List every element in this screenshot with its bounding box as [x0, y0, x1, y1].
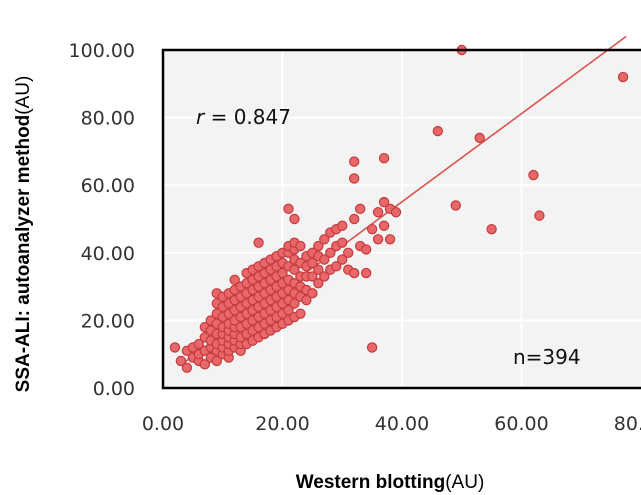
data-point-148	[307, 257, 318, 269]
data-point-163	[337, 254, 348, 265]
data-point-178	[372, 207, 384, 218]
y-tick-labels: 0.00 20.00 40.00 60.00 80.00 100.00	[69, 40, 135, 400]
data-point-187	[450, 200, 461, 211]
y-axis-title-unit: (AU)	[13, 76, 34, 115]
data-point-8	[193, 338, 205, 350]
x-tick-label-3: 60.00	[494, 413, 548, 435]
y-tick-label-3: 60.00	[81, 175, 135, 197]
r-symbol: r	[196, 105, 206, 129]
data-point-135	[295, 308, 306, 319]
data-point-190	[486, 223, 497, 235]
data-point-182	[378, 152, 390, 164]
data-point-134	[289, 213, 300, 225]
data-point-114	[277, 267, 288, 279]
data-point-165	[337, 220, 348, 231]
data-point-179	[372, 234, 384, 245]
data-point-140	[295, 240, 306, 252]
data-point-127	[289, 298, 300, 309]
y-tick-label-5: 100.00	[69, 40, 135, 62]
data-point-2	[181, 362, 193, 373]
x-tick-label-0: 0.00	[142, 413, 184, 435]
data-point-189	[474, 132, 485, 144]
data-point-193	[617, 71, 629, 83]
data-point-130	[289, 264, 300, 275]
data-point-192	[534, 210, 545, 221]
data-point-174	[360, 244, 372, 255]
data-point-147	[307, 271, 318, 282]
y-tick-label-2: 40.00	[81, 243, 135, 265]
data-point-170	[349, 173, 360, 184]
y-axis-title-bold: SSA-ALI: autoanalyzer method	[13, 115, 34, 393]
data-points	[169, 44, 629, 373]
data-point-18	[211, 355, 222, 367]
data-point-1	[175, 355, 187, 367]
data-point-154	[319, 271, 330, 282]
data-point-173	[354, 203, 366, 215]
data-point-185	[390, 207, 402, 218]
plot-frame	[161, 48, 641, 390]
data-point-9	[199, 359, 211, 370]
data-point-176	[366, 342, 378, 353]
data-point-186	[432, 125, 444, 137]
y-tick-label-4: 80.00	[81, 108, 135, 130]
data-point-183	[384, 234, 396, 245]
data-point-158	[325, 247, 336, 258]
data-point-146	[307, 288, 318, 299]
n-annotation: n=394	[513, 345, 581, 369]
x-tick-label-4: 80.00	[614, 413, 641, 435]
data-point-155	[319, 254, 330, 265]
data-point-160	[331, 261, 342, 272]
data-point-0	[169, 342, 181, 353]
data-point-118	[283, 305, 294, 316]
y-tick-label-0: 0.00	[93, 378, 135, 400]
data-point-151	[313, 264, 324, 275]
data-point-180	[378, 220, 390, 231]
x-axis-title-bold: Western blotting	[296, 472, 446, 493]
y-axis-title: SSA-ALI: autoanalyzer method(AU)	[13, 76, 34, 393]
data-point-181	[378, 196, 390, 208]
data-point-84	[253, 237, 264, 248]
data-point-150	[313, 278, 324, 289]
data-point-169	[349, 213, 360, 225]
data-point-156	[319, 234, 330, 245]
data-point-175	[360, 267, 372, 279]
x-tick-labels: 0.00 20.00 40.00 60.00 80.00	[142, 413, 641, 435]
x-axis-title-unit: (AU)	[445, 472, 484, 493]
data-point-164	[337, 237, 348, 248]
data-point-168	[349, 267, 360, 279]
x-tick-label-1: 20.00	[255, 413, 309, 435]
data-point-125	[283, 203, 294, 215]
r-value: = 0.847	[204, 105, 291, 129]
data-point-167	[343, 247, 354, 258]
data-point-51	[229, 274, 240, 286]
data-point-191	[528, 169, 539, 181]
x-tick-label-2: 40.00	[375, 413, 429, 435]
data-point-177	[366, 223, 378, 235]
r-annotation: r = 0.847	[196, 105, 291, 129]
data-point-141	[301, 294, 312, 306]
y-tick-label-1: 20.00	[81, 310, 135, 332]
x-axis-title: Western blotting(AU)	[296, 472, 485, 493]
data-point-171	[349, 156, 360, 167]
data-point-153	[313, 240, 324, 252]
